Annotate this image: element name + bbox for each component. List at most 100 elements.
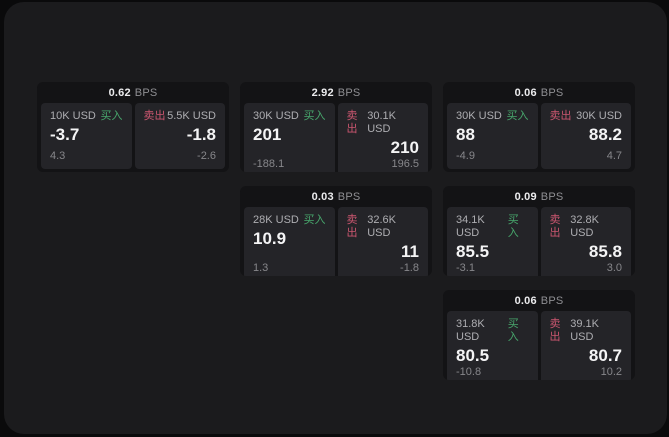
sell-panel-top: 卖出 30.1K USD [347,110,420,136]
card-header: 0.62 BPS [37,82,229,103]
sell-amount: 5.5K USD [167,110,216,122]
card-header: 0.03 BPS [240,186,432,207]
sell-label: 卖出 [346,110,358,135]
quote-card: 0.09 BPS 34.1K USD 买入 85.5 -3.1 卖出 32.8K… [443,186,635,276]
buy-label: 买入 [303,110,326,122]
buy-label: 买入 [506,110,529,122]
quote-card-grid: 0.62 BPS 10K USD 买入 -3.7 4.3 卖出 5.5K USD [37,82,635,380]
buy-panel-top: 34.1K USD 买入 [456,214,529,240]
quote-panels: 30K USD 买入 201 -188.1 卖出 30.1K USD 210 1… [240,103,432,172]
buy-panel[interactable]: 10K USD 买入 -3.7 4.3 [41,103,132,169]
sell-label: 卖出 [549,110,572,122]
sell-delta: 10.2 [600,366,622,378]
buy-delta: -188.1 [253,158,285,170]
sell-delta: -1.8 [400,262,419,274]
quote-panels: 34.1K USD 买入 85.5 -3.1 卖出 32.8K USD 85.8… [443,207,635,276]
quote-card: 0.06 BPS 30K USD 买入 88 -4.9 卖出 30K USD [443,82,635,172]
sell-panel[interactable]: 卖出 39.1K USD 80.7 10.2 [540,311,631,380]
bps-value: 0.03 [311,190,334,203]
card-header: 0.06 BPS [443,290,635,311]
buy-amount: 30K USD [456,110,502,122]
sell-amount: 32.8K USD [570,214,599,239]
sell-delta: 3.0 [606,262,622,274]
bps-unit-label: BPS [540,86,564,99]
quote-panels: 31.8K USD 买入 80.5 -10.8 卖出 39.1K USD 80.… [443,311,635,380]
buy-panel[interactable]: 28K USD 买入 10.9 1.3 [244,207,335,276]
buy-panel-top: 30K USD 买入 [253,110,326,123]
card-header: 0.09 BPS [443,186,635,207]
buy-amount: 28K USD [253,214,299,226]
buy-price: 10.9 [253,229,287,248]
buy-panel-top: 10K USD 买入 [50,110,123,123]
buy-panel[interactable]: 34.1K USD 买入 85.5 -3.1 [447,207,538,276]
quote-card: 0.03 BPS 28K USD 买入 10.9 1.3 卖出 32.6K US… [240,186,432,276]
sell-label: 卖出 [549,318,561,343]
sell-amount: 30K USD [576,110,622,122]
buy-price: -3.7 [50,125,80,144]
buy-delta: -3.1 [456,262,475,274]
buy-price: 80.5 [456,346,490,365]
sell-delta: -2.6 [197,150,216,162]
buy-label: 买入 [507,318,519,343]
buy-price: 88 [456,125,475,144]
sell-panel[interactable]: 卖出 30.1K USD 210 196.5 [337,103,428,172]
buy-panel[interactable]: 31.8K USD 买入 80.5 -10.8 [447,311,538,380]
sell-panel-top: 卖出 5.5K USD [144,110,217,123]
buy-label: 买入 [303,214,326,226]
main-panel: 0.62 BPS 10K USD 买入 -3.7 4.3 卖出 5.5K USD [4,2,667,434]
buy-price: 201 [253,125,282,144]
quote-panels: 10K USD 买入 -3.7 4.3 卖出 5.5K USD -1.8 -2.… [37,103,229,172]
buy-panel-top: 30K USD 买入 [456,110,529,123]
sell-panel[interactable]: 卖出 32.8K USD 85.8 3.0 [540,207,631,276]
sell-delta: 196.5 [391,158,419,170]
bps-unit-label: BPS [337,190,361,203]
quote-panels: 30K USD 买入 88 -4.9 卖出 30K USD 88.2 4.7 [443,103,635,172]
sell-label: 卖出 [549,214,561,239]
sell-price: 85.8 [588,242,622,261]
buy-amount: 34.1K USD [456,214,485,239]
sell-panel-top: 卖出 39.1K USD [550,318,623,344]
buy-panel-top: 28K USD 买入 [253,214,326,227]
card-header: 0.06 BPS [443,82,635,103]
buy-amount: 10K USD [50,110,96,122]
buy-label: 买入 [100,110,123,122]
sell-panel-top: 卖出 32.6K USD [347,214,420,240]
sell-panel-top: 卖出 32.8K USD [550,214,623,240]
sell-panel[interactable]: 卖出 32.6K USD 11 -1.8 [337,207,428,276]
bps-value: 2.92 [311,86,334,99]
bps-value: 0.62 [108,86,131,99]
sell-label: 卖出 [346,214,358,239]
card-header: 2.92 BPS [240,82,432,103]
sell-amount: 30.1K USD [367,110,396,135]
bps-value: 0.09 [514,190,537,203]
buy-amount: 31.8K USD [456,318,485,343]
bps-unit-label: BPS [134,86,158,99]
buy-price: 85.5 [456,242,490,261]
sell-price: 11 [401,242,419,261]
sell-price: 88.2 [588,125,622,144]
buy-panel[interactable]: 30K USD 买入 88 -4.9 [447,103,538,169]
buy-panel-top: 31.8K USD 买入 [456,318,529,344]
quote-card: 0.62 BPS 10K USD 买入 -3.7 4.3 卖出 5.5K USD [37,82,229,172]
sell-panel[interactable]: 卖出 5.5K USD -1.8 -2.6 [134,103,225,169]
bps-unit-label: BPS [540,294,564,307]
buy-delta: -10.8 [456,366,482,378]
buy-panel[interactable]: 30K USD 买入 201 -188.1 [244,103,335,172]
quote-card: 2.92 BPS 30K USD 买入 201 -188.1 卖出 30.1K … [240,82,432,172]
buy-amount: 30K USD [253,110,299,122]
sell-panel-top: 卖出 30K USD [550,110,623,123]
buy-delta: 4.3 [50,150,66,162]
quote-panels: 28K USD 买入 10.9 1.3 卖出 32.6K USD 11 -1.8 [240,207,432,276]
buy-label: 买入 [507,214,519,239]
bps-value: 0.06 [514,294,537,307]
bps-value: 0.06 [514,86,537,99]
sell-amount: 39.1K USD [570,318,599,343]
sell-label: 卖出 [143,110,166,122]
bps-unit-label: BPS [540,190,564,203]
bps-unit-label: BPS [337,86,361,99]
sell-price: 210 [390,138,419,157]
buy-delta: 1.3 [253,262,269,274]
quote-card: 0.06 BPS 31.8K USD 买入 80.5 -10.8 卖出 39.1… [443,290,635,380]
sell-panel[interactable]: 卖出 30K USD 88.2 4.7 [540,103,631,169]
buy-delta: -4.9 [456,150,475,162]
